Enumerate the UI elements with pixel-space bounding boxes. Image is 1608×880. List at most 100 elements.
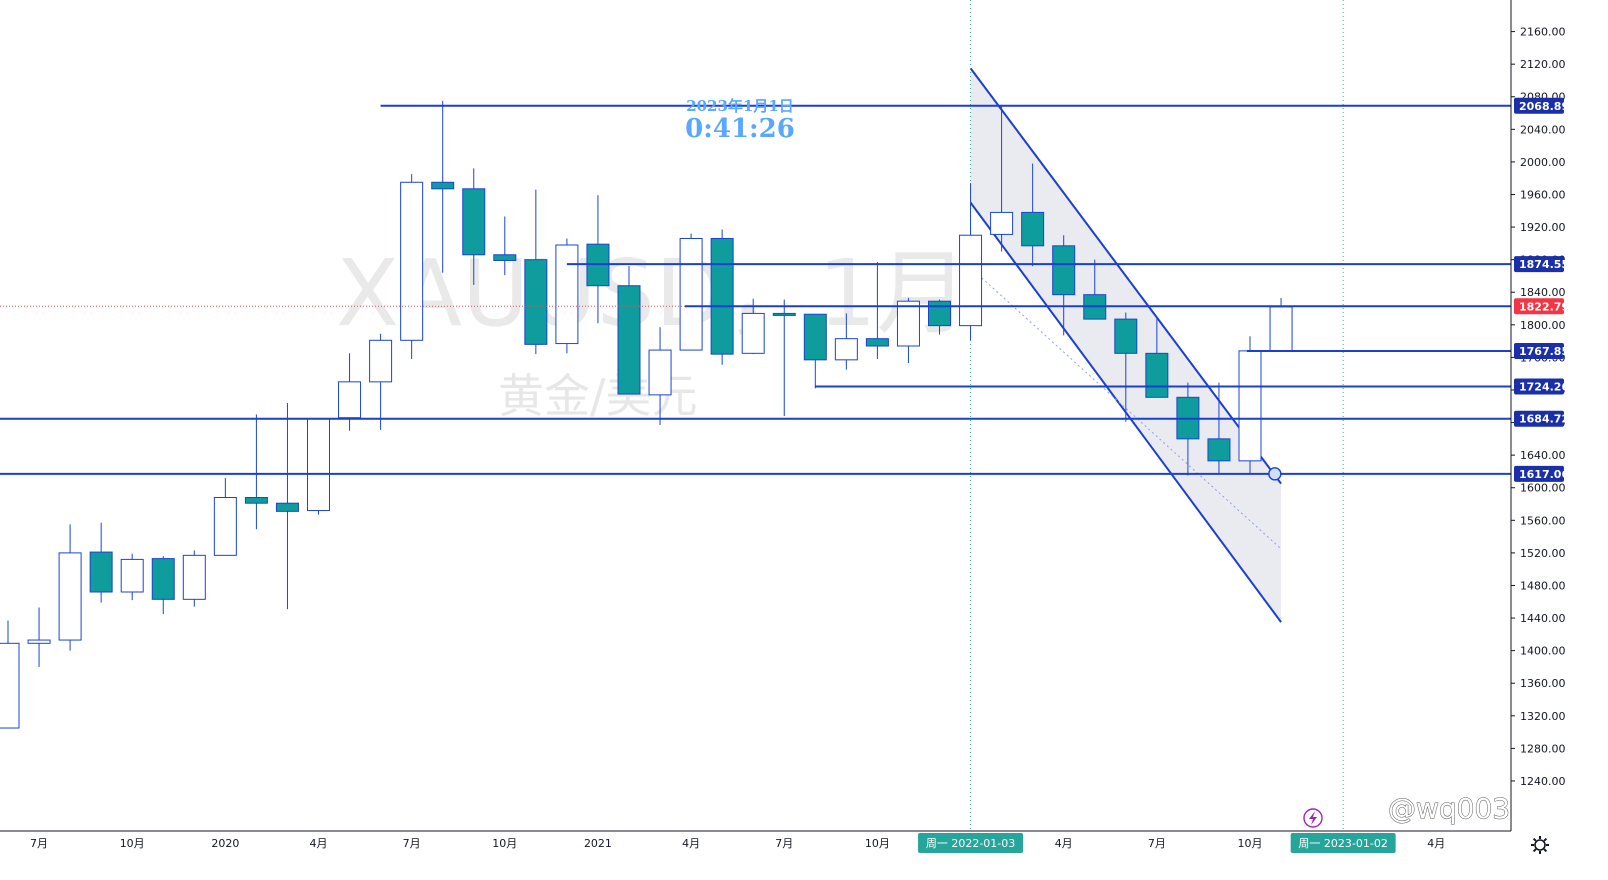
candle-body: [990, 211, 1014, 235]
time-tick-label: 10月: [492, 837, 517, 850]
channel-upper-line[interactable]: [969, 67, 1282, 485]
candle-body: [896, 300, 920, 347]
candle-body: [58, 552, 82, 641]
candle-body: [1145, 352, 1169, 398]
time-tick-label: 2021: [584, 837, 612, 850]
time-tick-label: 10月: [865, 837, 890, 850]
candle-body: [0, 642, 20, 729]
price-label: 1724.26: [1519, 381, 1569, 394]
price-tick-label: 1640.00: [1520, 449, 1566, 462]
price-tick-label: 1560.00: [1520, 514, 1566, 527]
candle-body: [648, 349, 672, 396]
time-label-bg: [1290, 833, 1396, 853]
price-tick-label: 1960.00: [1520, 188, 1566, 201]
candle-body: [710, 237, 734, 355]
time-axis-bg[interactable]: [0, 831, 1511, 880]
price-tick-label: 1440.00: [1520, 612, 1566, 625]
gear-icon[interactable]: [1531, 836, 1549, 854]
price-labels: 2068.89 1874.55 1822.79 1767.85 1724.26 1684.…: [1514, 97, 1569, 482]
time-tick-label: 7月: [775, 837, 793, 850]
price-tick-label: 1280.00: [1520, 742, 1566, 755]
candle-body: [338, 381, 362, 419]
candle-body: [120, 558, 144, 593]
price-label-bg: [1514, 343, 1564, 360]
candle-body: [679, 237, 703, 351]
candle-body: [524, 259, 548, 345]
price-tick-label: 1600.00: [1520, 482, 1566, 495]
price-label: 1617.06: [1519, 468, 1569, 481]
candle-body: [462, 188, 486, 256]
candlestick-series: [0, 100, 1293, 729]
date-annotation: 2023年1月1日: [686, 97, 794, 115]
price-label-bg: [1514, 465, 1564, 482]
candle-body: [182, 554, 206, 600]
time-axis-ticks: 7月 10月 2020 4月 7月 10月 2021 4月 7月 10月 周一 2022-01-03…: [30, 833, 1445, 853]
time-tick-label: 7月: [1148, 837, 1166, 850]
price-label-bg: [1514, 378, 1564, 395]
time-label-highlight: 周一 2023-01-02: [1298, 837, 1387, 850]
time-tick-label: 4月: [682, 837, 700, 850]
price-axis-bg[interactable]: [1511, 0, 1608, 880]
price-tick-label: 1520.00: [1520, 547, 1566, 560]
time-tick-label: 10月: [1238, 837, 1263, 850]
candle-body: [493, 254, 517, 261]
candle-body: [834, 338, 858, 361]
candle-body: [1021, 211, 1045, 247]
price-tick-label: 2120.00: [1520, 58, 1566, 71]
candle-body: [741, 312, 765, 354]
time-tick-label: 10月: [120, 837, 145, 850]
candle-body: [1114, 318, 1138, 354]
countdown-annotation: 0:41:26: [685, 114, 795, 144]
lightning-icon[interactable]: [1303, 808, 1323, 828]
candle-body: [959, 234, 983, 327]
price-label-bg: [1514, 410, 1564, 427]
candle-body: [400, 181, 424, 341]
candle-body: [617, 285, 641, 395]
price-tick-label: 1840.00: [1520, 286, 1566, 299]
price-label: 1874.55: [1519, 258, 1569, 271]
price-tick-label: 2000.00: [1520, 156, 1566, 169]
candle-body: [213, 497, 237, 556]
time-tick-label: 2020: [211, 837, 239, 850]
price-tick-label: 1240.00: [1520, 775, 1566, 788]
price-tick-label: 2160.00: [1520, 26, 1566, 39]
author-credit: @wq003: [1388, 792, 1510, 825]
line-anchor-handle[interactable]: [1268, 467, 1282, 481]
price-label: 1684.72: [1519, 413, 1569, 426]
time-tick-label: 4月: [1055, 837, 1073, 850]
candle-body: [369, 339, 393, 383]
price-tick-label: 1360.00: [1520, 677, 1566, 690]
candle-body: [89, 551, 113, 593]
candle-body: [772, 312, 796, 316]
price-label-bg: [1514, 97, 1564, 114]
time-tick-label: 7月: [403, 837, 421, 850]
candle-body: [803, 313, 827, 361]
candle-body: [244, 497, 268, 504]
time-tick-label: 7月: [30, 837, 48, 850]
candle-body: [27, 639, 51, 644]
candle-body: [1238, 350, 1262, 462]
candle-body: [555, 244, 579, 345]
price-tick-label: 2040.00: [1520, 123, 1566, 136]
price-label: 2068.89: [1519, 100, 1569, 113]
candle-body: [1207, 438, 1231, 462]
time-label-bg: [918, 833, 1024, 853]
price-label: 1767.85: [1519, 345, 1569, 358]
price-label: 1822.79: [1519, 300, 1569, 313]
time-tick-label: 4月: [310, 837, 328, 850]
price-tick-label: 1400.00: [1520, 645, 1566, 658]
price-label-bg: [1514, 298, 1564, 315]
price-tick-label: 1800.00: [1520, 319, 1566, 332]
candle-body: [928, 300, 951, 327]
price-tick-label: 1320.00: [1520, 710, 1566, 723]
candle-body: [151, 558, 175, 600]
watermark-symbol: XAUUSD，1月: [336, 240, 968, 347]
candle-body: [1269, 306, 1293, 352]
candle-body: [1052, 245, 1076, 296]
candle-body: [865, 338, 889, 347]
candle-body: [307, 417, 330, 512]
time-tick-label: 4月: [1427, 837, 1445, 850]
horizontal-lines[interactable]: [0, 104, 1511, 481]
